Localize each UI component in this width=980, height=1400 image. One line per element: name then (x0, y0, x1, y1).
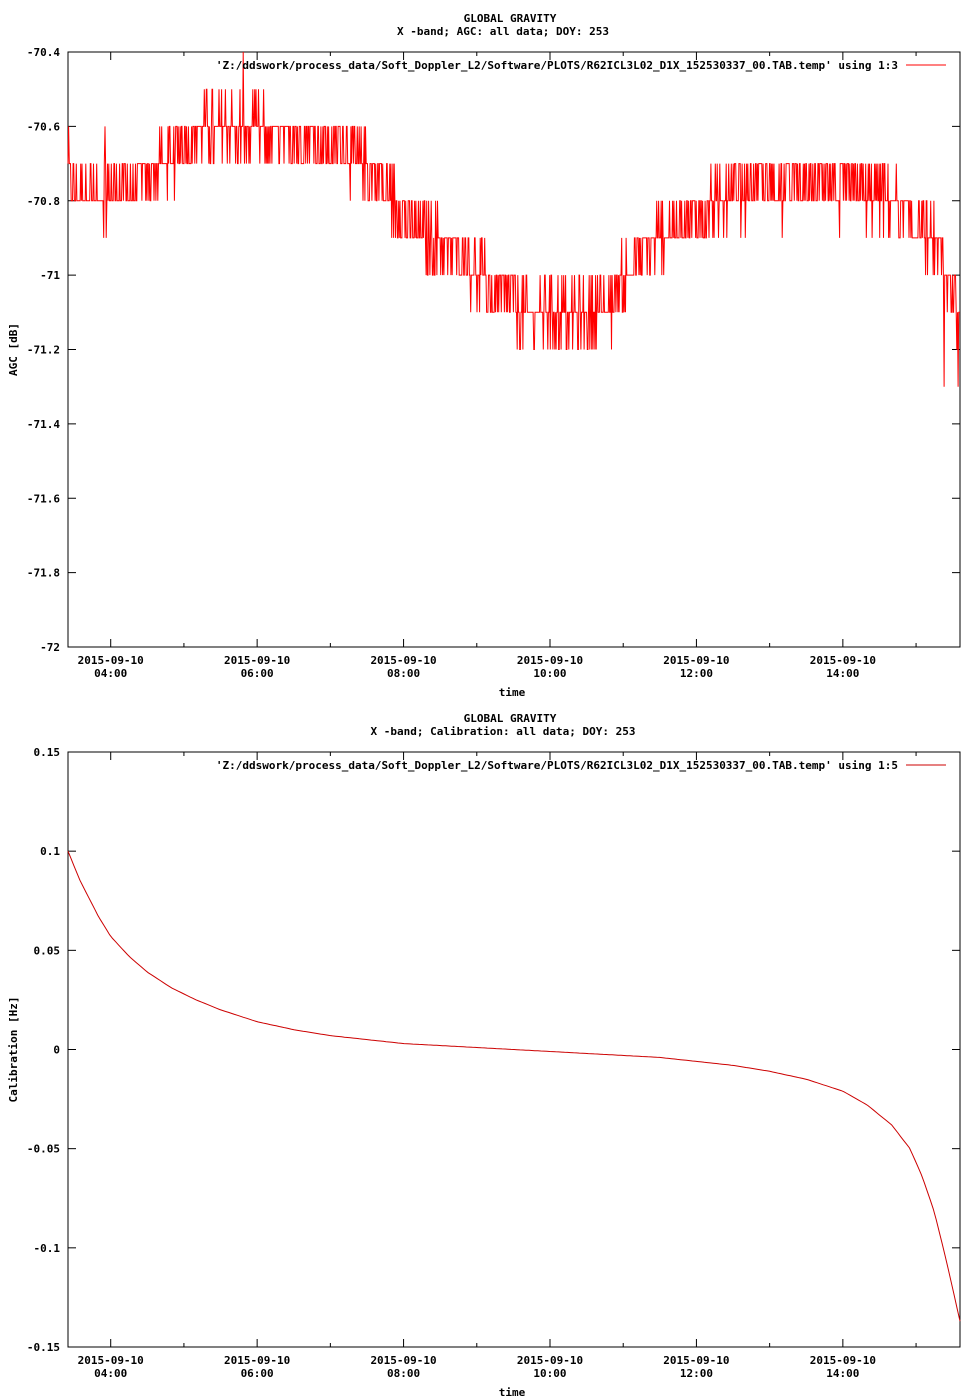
y-axis-label: Calibration [Hz] (7, 997, 20, 1103)
x-tick-date: 2015-09-10 (517, 1354, 583, 1367)
x-tick-date: 2015-09-10 (810, 654, 876, 667)
x-tick-time: 08:00 (387, 667, 420, 680)
legend-label: 'Z:/ddswork/process_data/Soft_Doppler_L2… (216, 759, 898, 772)
x-tick-date: 2015-09-10 (224, 654, 290, 667)
x-axis-label: time (499, 686, 526, 699)
x-tick-time: 12:00 (680, 1367, 713, 1380)
x-tick-date: 2015-09-10 (663, 1354, 729, 1367)
chart-subtitle: X -band; Calibration: all data; DOY: 253 (371, 725, 636, 738)
x-axis-label: time (499, 1386, 526, 1399)
x-tick-date: 2015-09-10 (224, 1354, 290, 1367)
x-tick-date: 2015-09-10 (78, 1354, 144, 1367)
y-axis-label: AGC [dB] (7, 323, 20, 376)
y-tick-label: -0.1 (34, 1242, 61, 1255)
x-tick-time: 06:00 (241, 667, 274, 680)
x-tick-date: 2015-09-10 (810, 1354, 876, 1367)
chart-title: GLOBAL GRAVITY (464, 12, 557, 25)
y-tick-label: -0.15 (27, 1341, 60, 1354)
x-tick-time: 12:00 (680, 667, 713, 680)
y-tick-label: -71 (40, 269, 60, 282)
y-tick-label: 0.1 (40, 845, 60, 858)
y-tick-label: -72 (40, 641, 60, 654)
x-tick-date: 2015-09-10 (370, 654, 436, 667)
x-tick-date: 2015-09-10 (370, 1354, 436, 1367)
x-tick-time: 06:00 (241, 1367, 274, 1380)
y-tick-label: -70.8 (27, 195, 60, 208)
x-tick-time: 10:00 (533, 667, 566, 680)
y-tick-label: -0.05 (27, 1143, 60, 1156)
x-tick-date: 2015-09-10 (78, 654, 144, 667)
y-tick-label: -71.2 (27, 344, 60, 357)
x-tick-time: 08:00 (387, 1367, 420, 1380)
y-tick-label: 0 (53, 1044, 60, 1057)
y-tick-label: -71.8 (27, 567, 60, 580)
y-tick-label: 0.15 (34, 746, 61, 759)
x-tick-time: 04:00 (94, 667, 127, 680)
chart-title: GLOBAL GRAVITY (464, 712, 557, 725)
x-tick-date: 2015-09-10 (663, 654, 729, 667)
x-tick-time: 14:00 (826, 667, 859, 680)
y-tick-label: -70.6 (27, 120, 60, 133)
x-tick-time: 14:00 (826, 1367, 859, 1380)
chart-subtitle: X -band; AGC: all data; DOY: 253 (397, 25, 609, 38)
x-tick-date: 2015-09-10 (517, 654, 583, 667)
y-tick-label: 0.05 (34, 944, 61, 957)
y-tick-label: -71.6 (27, 492, 60, 505)
series-line (67, 851, 961, 1322)
y-tick-label: -70.4 (27, 46, 60, 59)
legend-label: 'Z:/ddswork/process_data/Soft_Doppler_L2… (216, 59, 898, 72)
x-tick-time: 04:00 (94, 1367, 127, 1380)
x-tick-time: 10:00 (533, 1367, 566, 1380)
y-tick-label: -71.4 (27, 418, 60, 431)
series-line (67, 51, 960, 387)
